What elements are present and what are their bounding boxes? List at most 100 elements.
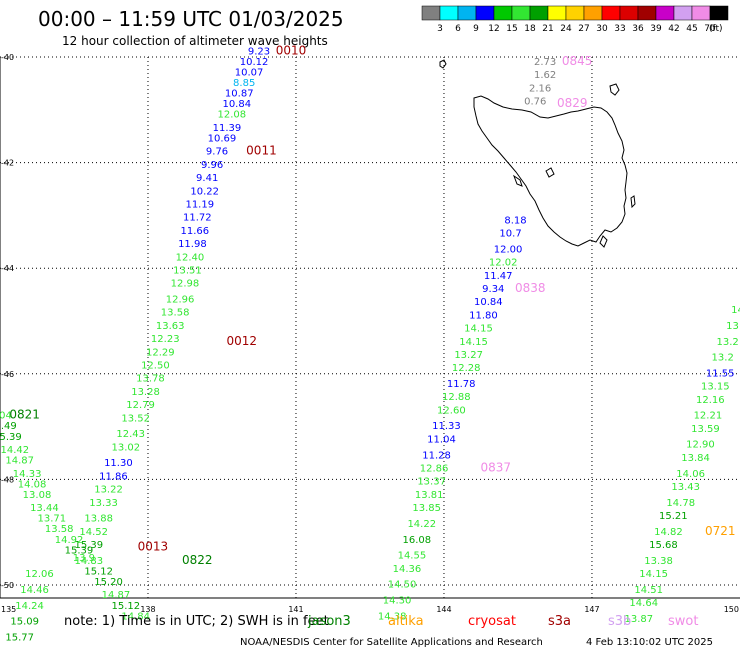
- wave-height-value: 11.72: [183, 213, 212, 224]
- wave-height-value: 15.09: [10, 617, 39, 628]
- colorbar-swatch: [655, 5, 675, 21]
- wave-height-value: 13.9: [73, 553, 95, 564]
- lat-tick-label: -46: [1, 370, 14, 379]
- colorbar-swatch: [547, 5, 567, 21]
- wave-height-value: 14.15: [459, 337, 488, 348]
- wave-height-value: 15.39: [65, 545, 94, 556]
- maria-island: [630, 195, 636, 209]
- colorbar-tick-label: 12: [488, 24, 499, 34]
- lon-tick-label: 135: [1, 605, 16, 614]
- wave-height-value: 13.88: [84, 514, 113, 525]
- colorbar-swatch: [691, 5, 711, 21]
- colorbar-swatch: [493, 5, 513, 21]
- wave-height-value: 15.39: [0, 432, 22, 443]
- wave-height-value: 14.06: [676, 469, 705, 480]
- wave-height-value: 14.83: [74, 556, 103, 567]
- lat-lon-grid: [0, 56, 740, 598]
- colorbar-swatch: [709, 5, 729, 21]
- wave-height-value: 9.76: [206, 147, 228, 158]
- wave-height-value: 11.98: [178, 239, 207, 250]
- colorbar-swatch: [673, 5, 693, 21]
- wave-height-value: 14.15: [639, 569, 668, 580]
- wave-height-value: 14.52: [79, 527, 108, 538]
- wave-height-value: 13.84: [681, 453, 710, 464]
- wave-height-value: 11.30: [104, 458, 133, 469]
- wave-height-value: 1.62: [534, 70, 556, 81]
- wave-height-value: 14.64: [629, 598, 658, 609]
- colorbar-swatch: [475, 5, 495, 21]
- wave-height-value: 14.15: [464, 324, 493, 335]
- colorbar-swatch: [637, 5, 657, 21]
- wave-height-value: 13.08: [23, 490, 52, 501]
- wave-height-value: 12.79: [126, 400, 155, 411]
- wave-height-value: 12.96: [166, 295, 195, 306]
- pass-time-label: 0838: [515, 281, 546, 295]
- wave-height-value: 16.08: [403, 535, 432, 546]
- wave-height-value: 13.59: [691, 424, 720, 435]
- colorbar-tick-label: 42: [668, 24, 679, 34]
- wave-height-value: 13.02: [111, 442, 140, 453]
- wave-height-value: 14.78: [666, 498, 695, 509]
- wave-height-value: 10.84: [474, 297, 503, 308]
- wave-height-value: 13.2: [716, 337, 738, 348]
- wave-height-value: 15.12: [84, 566, 113, 577]
- lat-tick-label: -44: [1, 264, 14, 273]
- wave-height-value: 13.87: [625, 614, 654, 625]
- colorbar-tick-label: 9: [473, 24, 479, 34]
- colorbar-tick-label: 18: [524, 24, 536, 34]
- lat-tick-label: -50: [1, 581, 14, 590]
- page-title: 00:00 – 11:59 UTC 01/03/2025: [38, 7, 344, 31]
- colorbar-swatch: [619, 5, 639, 21]
- colorbar-swatch: [583, 5, 603, 21]
- wave-height-value: 15.68: [649, 540, 678, 551]
- wave-height-value: 14.51: [634, 585, 663, 596]
- wave-height-value: 9.23: [248, 46, 270, 57]
- wave-height-colorbar: 3 6 9 12 15 18 21 24 27 30 33 36 39 42 45 70: [421, 5, 729, 34]
- wave-height-value: 13.27: [454, 350, 483, 361]
- wave-height-value: 14.33: [13, 469, 42, 480]
- wave-height-value: 11.80: [469, 310, 498, 321]
- colorbar-swatch: [421, 5, 441, 21]
- wave-height-value: 12.28: [452, 363, 481, 374]
- king-island: [439, 59, 447, 69]
- wave-height-value: 13.43: [671, 482, 700, 493]
- wave-height-value: 10.12: [240, 57, 269, 68]
- colorbar-swatch: [457, 5, 477, 21]
- wave-height-value: 11.78: [447, 379, 476, 390]
- wave-height-value: 12.90: [686, 440, 715, 451]
- wave-height-value: 13.71: [37, 514, 66, 525]
- wave-height-value: 13.58: [45, 524, 74, 535]
- wave-height-value: 12.60: [437, 405, 466, 416]
- wave-height-value: 11.19: [185, 199, 214, 210]
- wave-height-value: 10.84: [222, 99, 251, 110]
- wave-height-value: 9.41: [196, 173, 218, 184]
- lon-tick-label: 147: [584, 605, 599, 614]
- wave-height-value: 2.73: [534, 57, 556, 68]
- colorbar-swatch: [565, 5, 585, 21]
- wave-height-value: 14.04: [0, 411, 12, 422]
- pass-time-label: 0845: [562, 54, 593, 68]
- wave-height-value: 13: [726, 321, 739, 332]
- wave-height-value: 12.88: [442, 392, 471, 403]
- wave-height-value: 13.28: [131, 387, 160, 398]
- wave-height-value: 14.50: [388, 580, 417, 591]
- wave-height-value: 10.22: [190, 186, 219, 197]
- colorbar-tick-label: 33: [614, 24, 625, 34]
- wave-height-value: 12.40: [176, 252, 205, 263]
- lon-tick-label: 150: [724, 605, 739, 614]
- wave-height-value: 0.76: [524, 97, 546, 108]
- wave-height-value: 14.30: [383, 595, 412, 606]
- colorbar-tick-label: 3: [437, 24, 443, 34]
- legend-s3a: s3a: [548, 614, 571, 629]
- wave-height-value: 11.04: [427, 434, 456, 445]
- wave-height-value: 12.23: [151, 334, 180, 345]
- legend-s3b: s3b: [608, 614, 631, 629]
- colorbar-swatch: [439, 5, 459, 21]
- wave-height-value: 12.98: [171, 279, 200, 290]
- wave-height-value: 15.39: [74, 540, 103, 551]
- lat-tick-label: -40: [1, 53, 14, 62]
- wave-height-value: 10.87: [225, 89, 254, 100]
- wave-height-value: 11.66: [181, 226, 210, 237]
- legend-altika: altika: [388, 614, 424, 629]
- wave-height-value: 12.08: [218, 110, 247, 121]
